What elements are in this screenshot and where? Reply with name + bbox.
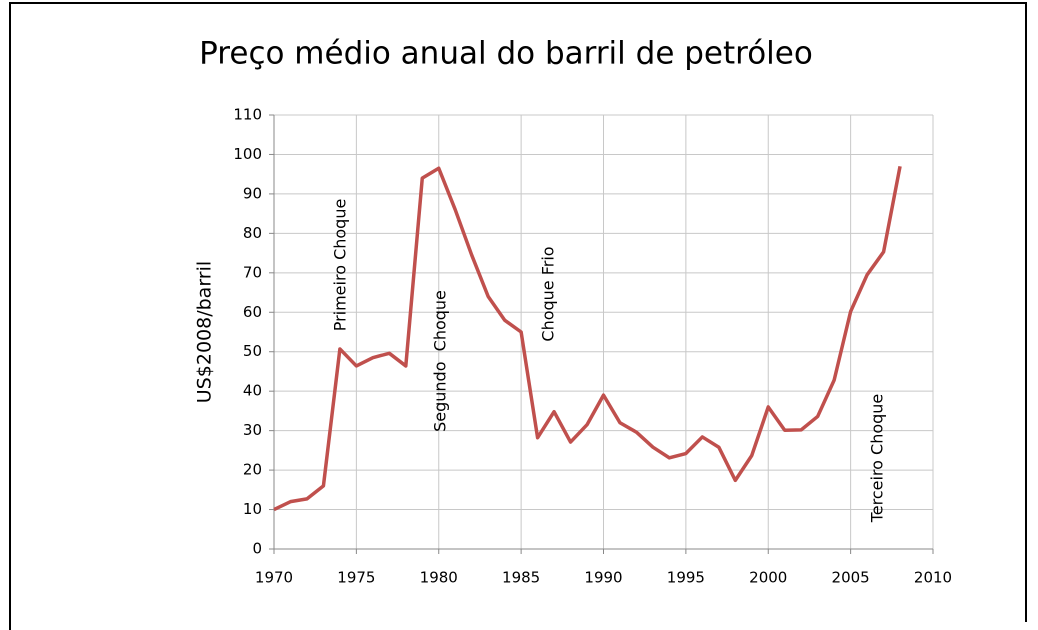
y-tick-label: 100 — [233, 145, 262, 163]
x-tick-label: 2000 — [749, 569, 787, 587]
data-line — [273, 165, 902, 512]
y-axis-label: US$2008/barril — [194, 261, 216, 403]
annotation: Terceiro Choque — [868, 394, 887, 524]
x-tick-label: 2005 — [832, 569, 870, 587]
y-tick-label: 60 — [243, 303, 262, 321]
x-tick-label: 1990 — [584, 569, 622, 587]
x-tick-label: 1980 — [420, 569, 458, 587]
x-tick-label: 2010 — [914, 569, 952, 587]
y-tick-label: 40 — [243, 382, 262, 400]
frame — [9, 2, 1027, 630]
x-tick-label: 1985 — [502, 569, 540, 587]
x-tick-label: 1970 — [255, 569, 293, 587]
y-tick-label: 80 — [243, 224, 262, 242]
y-tick-label: 110 — [233, 106, 262, 124]
y-tick-label: 50 — [243, 342, 262, 360]
annotation: Segundo Choque — [431, 290, 450, 432]
y-tick-label: 10 — [243, 500, 262, 518]
annotation: Primeiro Choque — [331, 199, 350, 332]
x-tick-label: 1975 — [337, 569, 375, 587]
annotation: Choque Frio — [539, 246, 558, 341]
y-tick-label: 30 — [243, 421, 262, 439]
y-tick-label: 70 — [243, 263, 262, 281]
y-tick-label: 90 — [243, 184, 262, 202]
chart-title: Preço médio anual do barril de petróleo — [199, 36, 813, 72]
x-tick-label: 1995 — [667, 569, 705, 587]
y-tick-label: 20 — [243, 461, 262, 479]
y-tick-label: 0 — [252, 540, 262, 558]
